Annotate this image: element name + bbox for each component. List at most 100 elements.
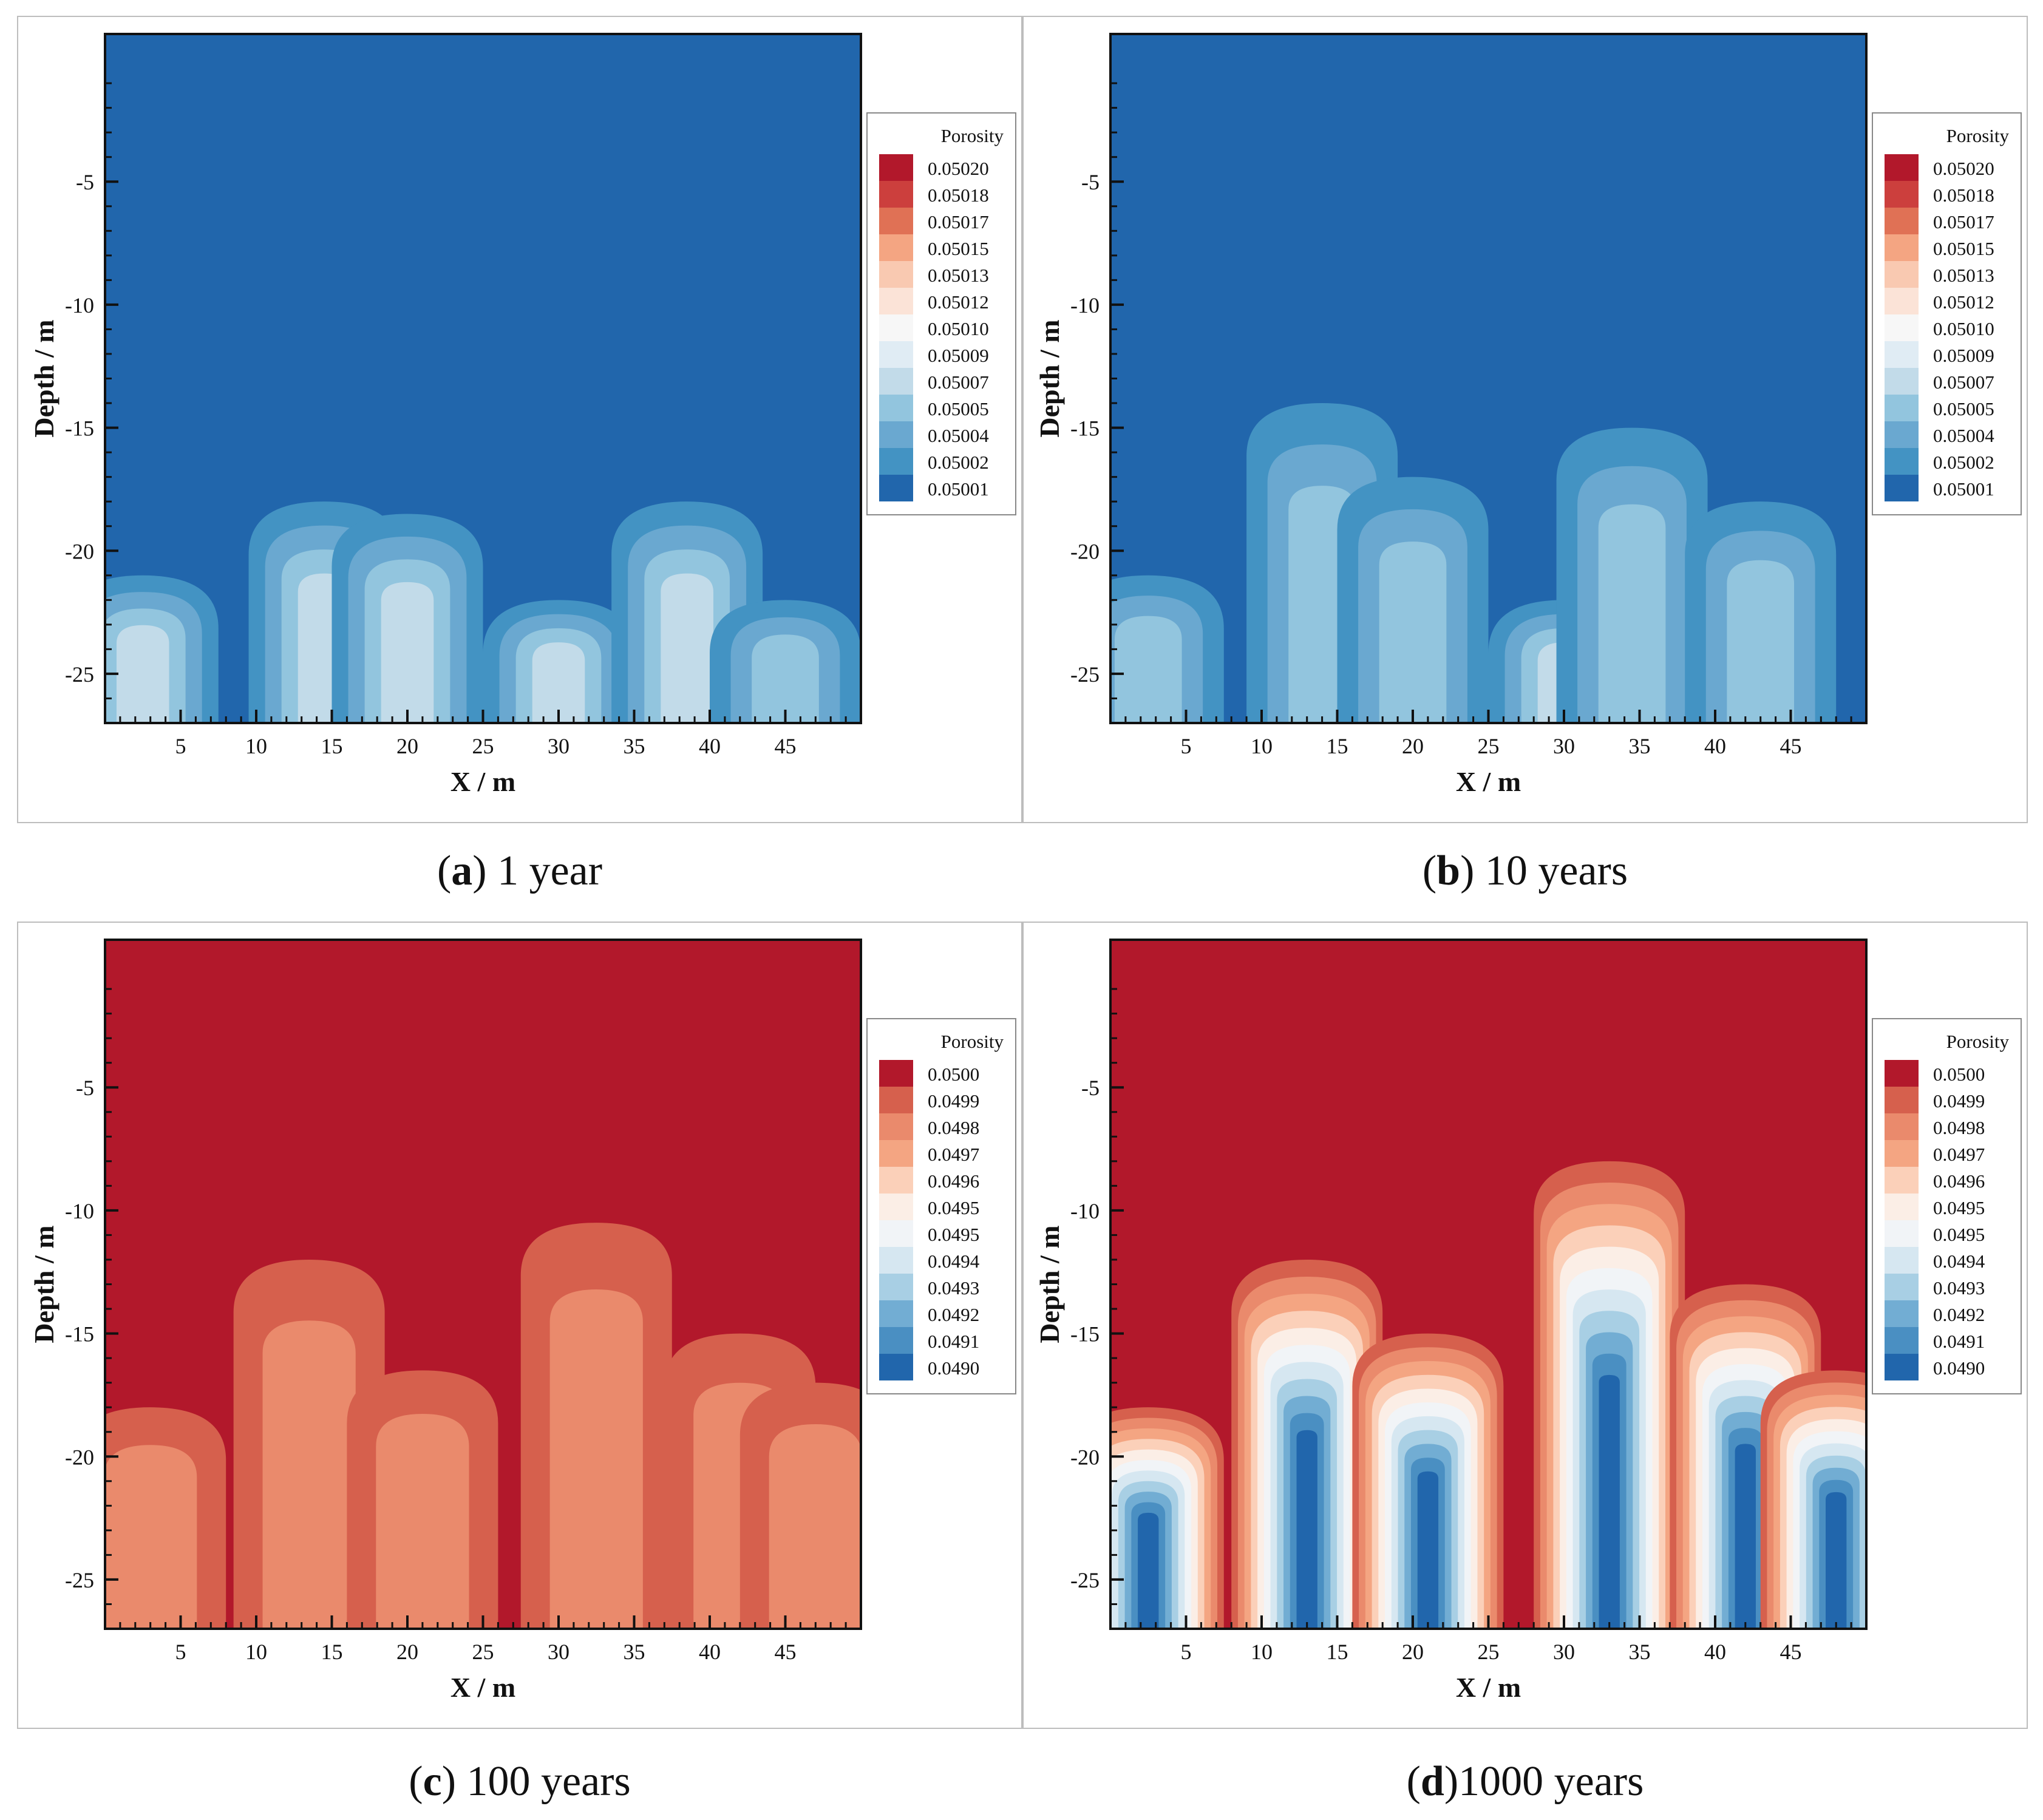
legend-level-label: 0.05020 [928,158,989,179]
contour-plume-0-band-1 [105,1445,197,1629]
legend-swatch [1885,1327,1919,1354]
legend-level-label: 0.05005 [1933,398,1994,419]
caption-b-letter: b [1436,847,1461,894]
y-tick-label: -5 [1081,1076,1100,1100]
legend-level-label: 0.0500 [1933,1064,1985,1085]
legend-swatch [879,261,913,288]
legend-swatch [879,288,913,314]
y-tick-label: -10 [65,293,94,317]
legend-level-label: 0.05001 [1933,478,1994,500]
legend-level-label: 0.0497 [928,1144,979,1165]
legend-level-label: 0.05004 [928,425,989,446]
x-tick-label: 25 [472,1640,494,1664]
contour-plume-2-band-10 [1417,1471,1439,1629]
legend-level-label: 0.05004 [1933,425,1994,446]
legend-swatch [879,181,913,208]
x-tick-label: 20 [1402,1640,1424,1664]
legend-level-label: 0.05012 [928,291,989,313]
x-tick-label: 45 [775,734,797,758]
contour-plume-0-band-10 [1138,1512,1159,1629]
legend-level-label: 0.05009 [1933,345,1994,366]
caption-a-letter: a [451,847,473,894]
legend-swatch [1885,448,1919,475]
contour-plume-5-band-2 [752,634,819,723]
legend-level-label: 0.05002 [928,452,989,473]
x-tick-label: 40 [1704,1640,1726,1664]
legend-title: Porosity [1946,1031,2010,1052]
legend-level-label: 0.0495 [928,1197,979,1218]
y-axis-label: Depth / m [29,1225,59,1343]
legend-level-label: 0.0493 [1933,1277,1985,1299]
legend-swatch [879,395,913,421]
legend-level-label: 0.0490 [1933,1357,1985,1379]
x-tick-label: 30 [548,1640,569,1664]
legend-swatch [1885,1140,1919,1167]
legend-swatch [1885,475,1919,501]
legend-swatch [879,208,913,234]
legend-swatch [1885,368,1919,395]
caption-c-text: ) 100 years [441,1758,631,1805]
contour-plume-1-band-1 [262,1320,356,1629]
legend-level-label: 0.0493 [928,1277,979,1299]
y-tick-label: -25 [65,1568,94,1592]
legend-swatch [879,1140,913,1167]
x-tick-label: 35 [1629,1640,1651,1664]
y-tick-label: -5 [76,1076,94,1100]
contour-plume-3-band-1 [549,1289,643,1629]
x-tick-label: 15 [1327,734,1348,758]
legend-swatch [879,1247,913,1274]
y-tick-label: -15 [65,416,94,441]
x-axis-label: X / m [1456,766,1521,797]
legend-swatch [879,1300,913,1327]
legend-swatch [1885,1300,1919,1327]
y-tick-label: -10 [1070,1199,1100,1223]
x-tick-label: 25 [472,734,494,758]
legend-level-label: 0.05017 [1933,211,1994,233]
x-axis-label: X / m [450,1672,515,1703]
legend-level-label: 0.0495 [1933,1224,1985,1245]
legend-swatch [879,1087,913,1113]
x-tick-label: 20 [396,734,418,758]
legend-swatch [1885,261,1919,288]
legend-swatch [1885,181,1919,208]
legend-level-label: 0.0492 [928,1304,979,1325]
legend-level-label: 0.05015 [928,238,989,259]
x-tick-label: 5 [1181,1640,1192,1664]
x-tick-label: 45 [1780,1640,1802,1664]
caption-d-letter: d [1420,1758,1444,1805]
legend-swatch [879,1113,913,1140]
caption-a: (a) 1 year [437,847,603,894]
legend-swatch [1885,314,1919,341]
x-tick-label: 35 [1629,734,1651,758]
x-axis-label: X / m [1456,1672,1521,1703]
legend-level-label: 0.05018 [928,185,989,206]
x-tick-label: 5 [175,734,186,758]
legend-swatch [879,1354,913,1380]
legend-swatch [1885,1113,1919,1140]
y-tick-label: -25 [65,662,94,687]
legend-level-label: 0.05010 [1933,318,1994,339]
x-tick-label: 10 [1251,1640,1273,1664]
legend-swatch [1885,234,1919,261]
x-tick-label: 10 [245,734,267,758]
y-tick-label: -20 [65,539,94,563]
legend-level-label: 0.0491 [1933,1331,1985,1352]
y-tick-label: -25 [1070,1568,1100,1592]
caption-b-text: ) 10 years [1460,847,1628,894]
legend-swatch [1885,1087,1919,1113]
contour-plume-2-band-3 [381,582,434,723]
legend-level-label: 0.0494 [1933,1251,1985,1272]
legend-level-label: 0.0498 [928,1117,979,1138]
contour-plume-5-band-10 [1826,1492,1847,1629]
x-tick-label: 20 [396,1640,418,1664]
contour-plume-3-band-10 [1599,1374,1620,1629]
porosity-chart-1000-years: 5 10 15 20 25 30 35 40 45 -5 -10 -15 -20 -25 X / m Dept… [1034,939,2022,1703]
y-tick-label: -5 [1081,170,1100,194]
legend-level-label: 0.0495 [928,1224,979,1245]
contour-plume-4-band-10 [1735,1444,1756,1629]
y-axis-label: Depth / m [1034,319,1065,437]
legend-level-label: 0.05010 [928,318,989,339]
x-tick-label: 25 [1478,734,1500,758]
legend-swatch [1885,1274,1919,1300]
x-tick-label: 45 [775,1640,797,1664]
